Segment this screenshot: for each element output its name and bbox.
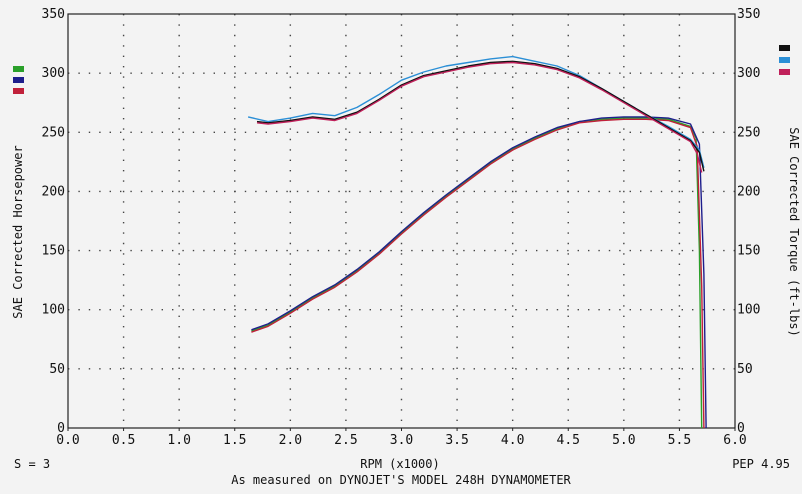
horsepower-series-line-1 <box>251 117 703 429</box>
horsepower-series-line-2 <box>251 116 707 429</box>
left-y-tick-label: 150 <box>42 244 65 259</box>
x-tick-label: 5.0 <box>612 433 635 448</box>
right-y-tick-label: 300 <box>737 66 760 81</box>
right-y-axis-title: SAE Corrected Torque (ft-lbs) <box>787 127 801 337</box>
left-y-tick-label: 50 <box>49 362 65 377</box>
right-y-tick-label: 50 <box>737 362 753 377</box>
legend-right-swatch <box>779 57 790 63</box>
right-y-tick-label: 200 <box>737 184 760 199</box>
right-y-tick-label: 250 <box>737 125 760 140</box>
x-tick-label: 0.0 <box>56 433 79 448</box>
software-version: PEP 4.95 <box>732 457 790 471</box>
legend-left <box>13 66 24 94</box>
dynamometer-caption: As measured on DYNOJET'S MODEL 248H DYNA… <box>231 473 571 487</box>
right-y-axis-ticks: 0 50 100 150 200 250 300 350 <box>737 7 760 436</box>
right-y-tick-label: 0 <box>737 421 745 436</box>
x-tick-label: 1.5 <box>223 433 246 448</box>
x-tick-label: 3.0 <box>390 433 413 448</box>
right-y-tick-label: 150 <box>737 244 760 259</box>
legend-right <box>779 45 790 75</box>
x-tick-label: 3.5 <box>445 433 468 448</box>
left-y-axis-ticks: 0 50 100 150 200 250 300 350 <box>42 7 65 436</box>
right-y-tick-label: 100 <box>737 303 760 318</box>
horsepower-series-line-3 <box>251 118 705 429</box>
x-tick-label: 4.5 <box>557 433 580 448</box>
left-y-tick-label: 100 <box>42 303 65 318</box>
x-tick-label: 2.0 <box>279 433 302 448</box>
legend-left-swatch <box>13 66 24 72</box>
plot-border <box>67 13 736 429</box>
right-y-tick-label: 350 <box>737 7 760 22</box>
torque-series-line-4 <box>247 55 705 168</box>
legend-left-swatch <box>13 77 24 83</box>
x-axis-title: RPM (x1000) <box>360 457 439 471</box>
legend-right-swatch <box>779 69 790 75</box>
x-axis-ticks: 0.0 0.5 1.0 1.5 2.0 2.5 3.0 3.5 4.0 4.5 5.0 5.5 6.0 <box>56 428 747 448</box>
left-y-tick-label: 350 <box>42 7 65 22</box>
grid <box>68 14 735 428</box>
x-tick-label: 5.5 <box>668 433 691 448</box>
x-tick-label: 1.0 <box>167 433 190 448</box>
plot-frame <box>67 13 736 429</box>
left-y-tick-label: 200 <box>42 184 65 199</box>
left-y-axis-title: SAE Corrected Horsepower <box>11 145 25 318</box>
x-tick-label: 4.0 <box>501 433 524 448</box>
legend-right-swatch <box>779 45 790 51</box>
torque-series-line-5 <box>256 60 705 172</box>
legend-left-swatch <box>13 88 24 94</box>
left-y-tick-label: 0 <box>57 421 65 436</box>
left-y-tick-label: 250 <box>42 125 65 140</box>
left-y-tick-label: 300 <box>42 66 65 81</box>
torque-series-line-6 <box>256 61 703 173</box>
x-tick-label: 6.0 <box>723 433 746 448</box>
x-tick-label: 2.5 <box>334 433 357 448</box>
series-lines <box>247 55 707 429</box>
x-tick-label: 0.5 <box>112 433 135 448</box>
smoothing-label: S = 3 <box>14 457 50 471</box>
